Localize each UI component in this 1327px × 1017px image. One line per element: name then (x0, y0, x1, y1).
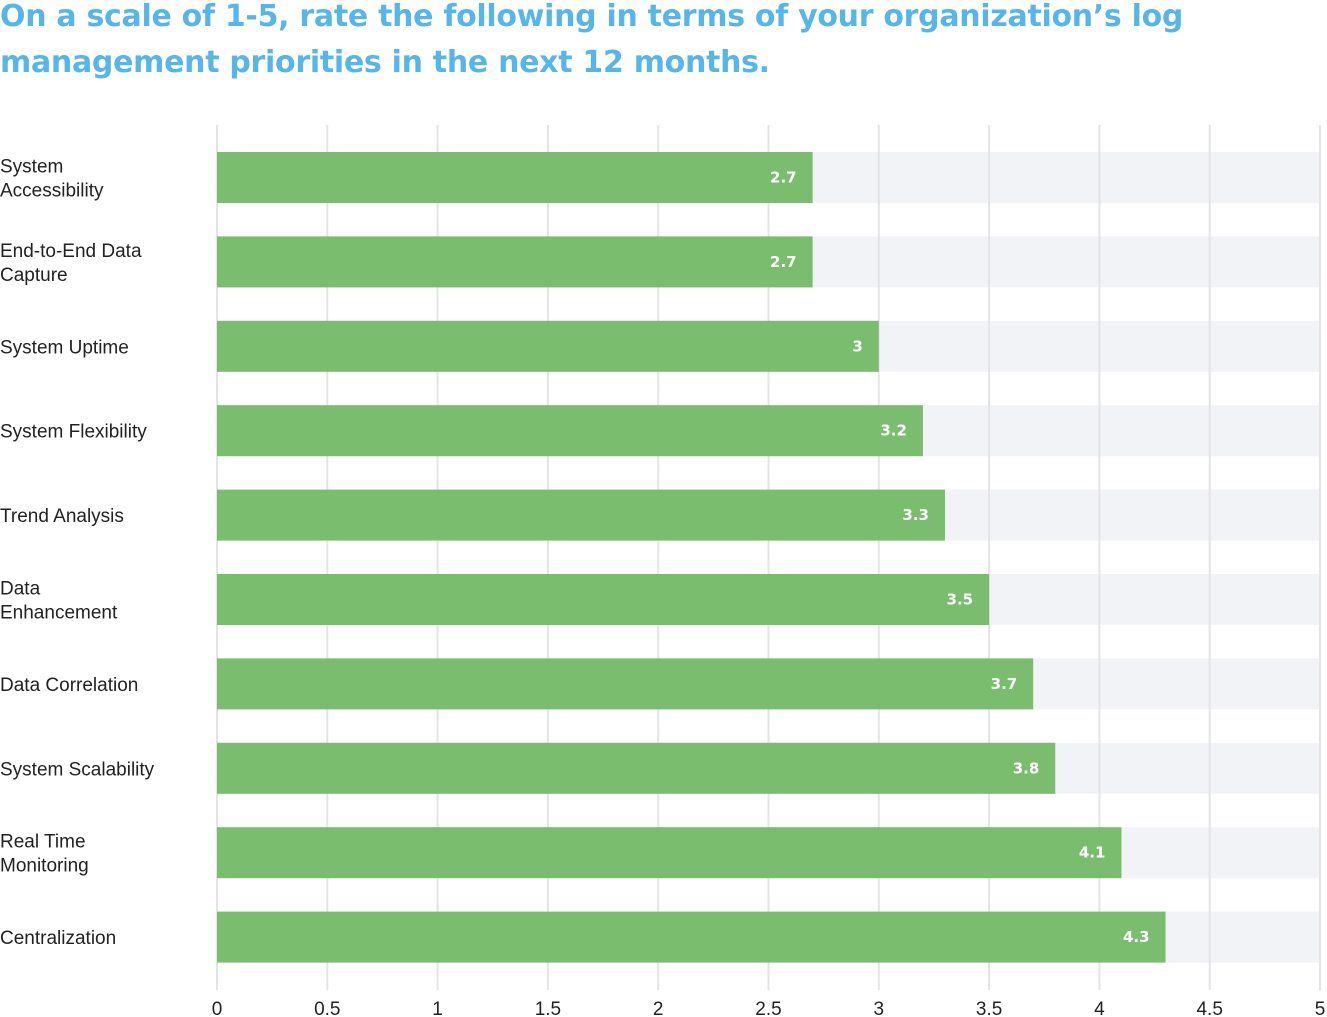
category-label-line: Enhancement (0, 603, 118, 624)
category-label-line: Centralization (0, 928, 116, 949)
x-tick-label: 4.5 (1196, 999, 1222, 1017)
value-label: 2.7 (770, 253, 797, 271)
category-label: Real Time Monitoring (0, 832, 89, 877)
category-label-line: System Uptime (0, 337, 129, 358)
bar (217, 152, 813, 203)
bar (217, 236, 813, 288)
category-label: Data Enhancement (0, 579, 118, 624)
value-label: 4.3 (1123, 928, 1150, 946)
x-tick-label: 3 (874, 999, 885, 1017)
category-label: Data Correlation (0, 675, 138, 696)
x-tick-label: 2 (653, 999, 664, 1017)
category-label: Trend Analysis (0, 506, 124, 527)
category-label-line: Real Time (0, 832, 86, 853)
category-label: System Scalability (0, 759, 155, 780)
category-label: System Flexibility (0, 422, 147, 443)
category-label-line: End-to-End Data (0, 241, 142, 262)
value-label: 3.5 (947, 591, 974, 609)
bar (217, 658, 1034, 710)
category-label: Centralization (0, 928, 116, 949)
value-label: 3.8 (1013, 759, 1040, 777)
value-label: 3.3 (902, 506, 929, 524)
bar (217, 911, 1166, 963)
category-label: System Uptime (0, 337, 129, 358)
value-label: 2.7 (770, 169, 797, 187)
category-labels: System Accessibility End-to-End Data Captur… (0, 157, 155, 950)
x-axis-tick-labels: 0 0.5 1 1.5 2 2.5 3 3.5 4 4.5 5 (212, 999, 1326, 1017)
x-tick-label: 0 (212, 999, 223, 1017)
category-label: End-to-End Data Capture (0, 241, 142, 286)
category-label-line: System (0, 157, 63, 178)
x-tick-label: 4 (1094, 999, 1105, 1017)
category-label-line: Data Correlation (0, 675, 138, 696)
bar (217, 827, 1122, 879)
value-label: 3.7 (991, 675, 1018, 693)
category-label-line: Accessibility (0, 181, 104, 202)
value-label: 3.2 (880, 422, 907, 440)
x-tick-label: 0.5 (314, 999, 340, 1017)
x-tick-label: 1.5 (535, 999, 561, 1017)
bar (217, 405, 923, 457)
x-tick-label: 1 (432, 999, 443, 1017)
bars (217, 152, 1166, 963)
bar (217, 742, 1056, 794)
x-tick-label: 5 (1315, 999, 1326, 1017)
category-label-line: Trend Analysis (0, 506, 124, 527)
category-label-line: System Scalability (0, 759, 155, 780)
bar (217, 574, 990, 625)
category-label: System Accessibility (0, 157, 104, 202)
value-label: 4.1 (1079, 844, 1106, 862)
x-tick-label: 2.5 (755, 999, 781, 1017)
value-label: 3 (852, 337, 862, 355)
category-label-line: System Flexibility (0, 422, 147, 443)
x-tick-label: 3.5 (976, 999, 1002, 1017)
bar (217, 320, 879, 372)
bar (217, 489, 945, 541)
category-label-line: Monitoring (0, 856, 89, 877)
value-labels: 2.7 2.7 3 3.2 3.3 3.5 3.7 3.8 4.1 4.3 (770, 169, 1150, 947)
category-label-line: Capture (0, 265, 68, 286)
chart-title: On a scale of 1-5, rate the following in… (0, 0, 1184, 80)
category-label-line: Data (0, 579, 41, 600)
